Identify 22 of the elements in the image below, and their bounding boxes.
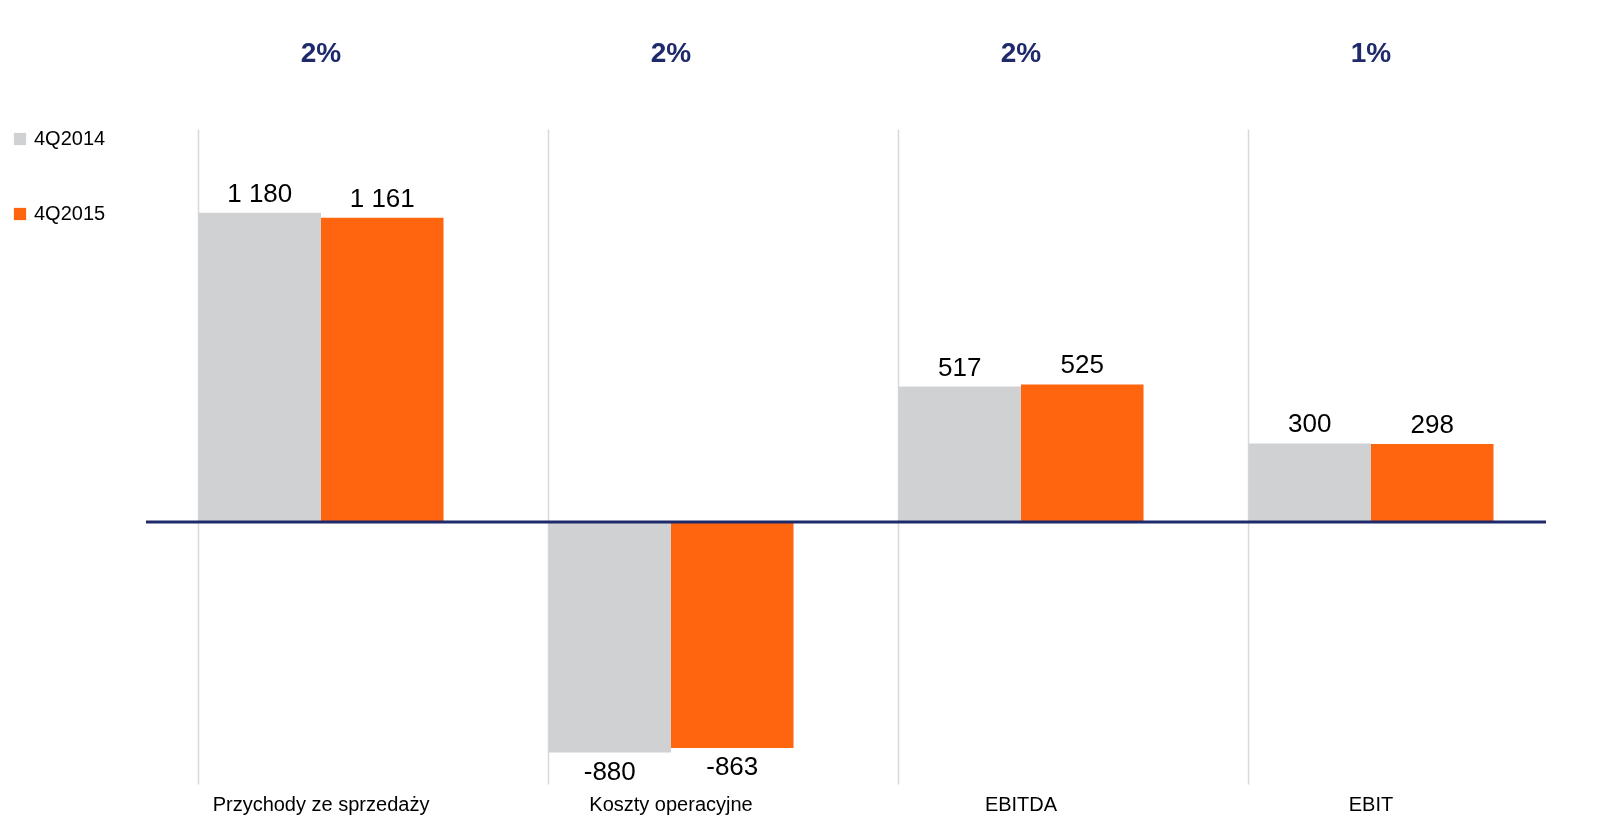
- data-label: -880: [583, 755, 636, 786]
- x-tick-label: Koszty operacyjne: [589, 792, 753, 815]
- text: 2%: [300, 37, 342, 68]
- data-label: 1 180: [227, 177, 293, 208]
- bar: [1371, 443, 1494, 522]
- text: 2%: [650, 37, 692, 68]
- data-label: -863: [706, 751, 759, 782]
- bar: [321, 217, 444, 522]
- data-label: 298: [1410, 408, 1454, 439]
- bar: [671, 522, 794, 749]
- text: 2%: [1000, 37, 1042, 68]
- data-label: 300: [1288, 408, 1332, 439]
- x-tick-label: EBITDA: [984, 792, 1058, 815]
- bar: [1021, 384, 1144, 522]
- data-label: 517: [938, 351, 982, 382]
- data-label: 525: [1060, 349, 1104, 380]
- legend-label: 4Q2015: [34, 202, 106, 224]
- data-label: 1 161: [349, 182, 415, 213]
- legend-label: 4Q2014: [34, 127, 106, 149]
- text: 1%: [1350, 37, 1392, 68]
- x-tick-label: EBIT: [1348, 792, 1394, 815]
- x-tick-label: Przychody ze sprzedaży: [212, 792, 430, 815]
